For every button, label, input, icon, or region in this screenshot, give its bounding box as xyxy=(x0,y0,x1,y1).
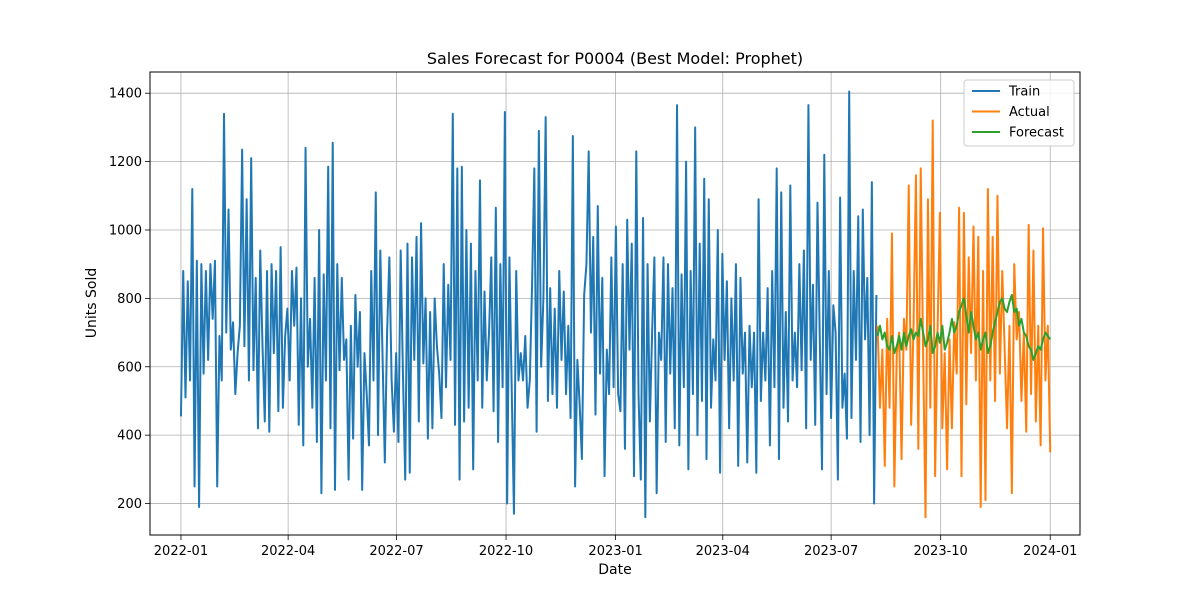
series-layer xyxy=(179,90,1052,519)
y-tick-label: 1200 xyxy=(109,155,142,170)
x-tick-label: 2022-10 xyxy=(479,544,533,559)
x-tick-label: 2023-04 xyxy=(696,544,750,559)
legend-box xyxy=(963,79,1075,147)
x-tick-label: 2022-07 xyxy=(369,544,423,559)
legend: Train Actual Forecast xyxy=(963,79,1075,147)
y-axis-label: Units Sold xyxy=(84,268,100,338)
y-axis: 200 400 600 800 1000 1200 1400 xyxy=(109,87,150,512)
legend-label-forecast: Forecast xyxy=(1009,126,1064,141)
legend-label-train: Train xyxy=(1008,85,1040,100)
y-tick-label: 1000 xyxy=(109,223,142,238)
x-tick-label: 2024-01 xyxy=(1023,544,1077,559)
y-tick-label: 1400 xyxy=(109,87,142,102)
legend-label-actual: Actual xyxy=(1009,105,1050,120)
x-tick-label: 2022-04 xyxy=(261,544,315,559)
y-tick-label: 800 xyxy=(117,292,142,307)
x-tick-label: 2023-01 xyxy=(588,544,642,559)
series-line-actual xyxy=(876,119,1052,519)
series-line-forecast xyxy=(876,293,1052,361)
x-tick-label: 2023-10 xyxy=(914,544,968,559)
series-line-train xyxy=(179,90,878,519)
plot-frame xyxy=(149,71,1081,536)
y-tick-label: 200 xyxy=(117,497,142,512)
x-tick-label: 2022-01 xyxy=(154,544,208,559)
y-tick-label: 600 xyxy=(117,360,142,375)
x-tick-label: 2023-07 xyxy=(804,544,858,559)
x-axis: 2022-01 2022-04 2022-07 2022-10 2023-01 2023-… xyxy=(154,535,1077,559)
y-tick-label: 400 xyxy=(117,429,142,444)
x-axis-label: Date xyxy=(598,562,631,578)
chart-title: Sales Forecast for P0004 (Best Model: Pr… xyxy=(427,49,803,68)
